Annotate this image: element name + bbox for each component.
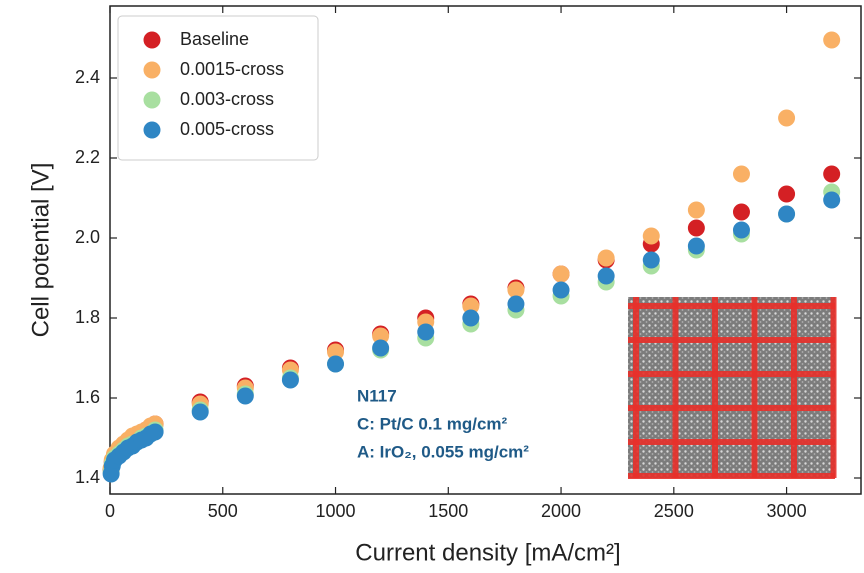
inset-grid (751, 297, 758, 478)
y-axis-title: Cell potential [V] (27, 163, 54, 338)
scatter-point (191, 403, 209, 421)
inset-image (628, 297, 837, 479)
scatter-point (507, 281, 525, 299)
x-tick-label: 500 (208, 501, 238, 521)
scatter-point (687, 219, 705, 237)
scatter-point (327, 355, 345, 373)
scatter-point (236, 387, 254, 405)
scatter-point (687, 237, 705, 255)
inset-background (628, 297, 835, 478)
scatter-point (732, 203, 750, 221)
scatter-point (146, 423, 164, 441)
scatter-point (687, 201, 705, 219)
x-tick-label: 2500 (654, 501, 694, 521)
scatter-point (417, 323, 435, 341)
legend-box (117, 15, 319, 161)
scatter-point (778, 205, 796, 223)
y-tick-label: 2.0 (75, 227, 100, 247)
scatter-point (823, 191, 841, 209)
scatter-point (823, 31, 841, 49)
inset-grid (830, 297, 837, 478)
annotation: N117 (357, 386, 397, 405)
inset-grid (628, 371, 835, 377)
x-tick-label: 1500 (428, 501, 468, 521)
legend-marker (143, 61, 161, 79)
inset-grid (791, 297, 797, 478)
scatter-point (552, 265, 570, 283)
inset-grid (628, 405, 835, 411)
y-tick-label: 2.4 (75, 67, 100, 87)
scatter-point (462, 309, 480, 327)
legend-label: Baseline (180, 29, 249, 49)
annotation: C: Pt/C 0.1 mg/cm² (357, 414, 508, 433)
y-tick-label: 1.8 (75, 307, 100, 327)
scatter-point (372, 339, 390, 357)
legend-label: 0.0015-cross (180, 59, 284, 79)
scatter-point (281, 371, 299, 389)
x-tick-label: 2000 (541, 501, 581, 521)
legend-marker (143, 121, 161, 139)
scatter-point (552, 281, 570, 299)
annotation: A: IrO₂, 0.055 mg/cm² (357, 442, 529, 461)
scatter-point (462, 297, 480, 315)
scatter-point (778, 109, 796, 127)
inset-grid (712, 297, 718, 478)
scatter-point (327, 343, 345, 361)
legend-label: 0.003-cross (180, 89, 274, 109)
legend-marker (143, 91, 161, 109)
x-tick-label: 1000 (316, 501, 356, 521)
scatter-point (778, 185, 796, 203)
scatter-point (597, 267, 615, 285)
scatter-point (372, 327, 390, 345)
inset-grid (628, 473, 835, 479)
y-tick-label: 1.4 (75, 467, 100, 487)
scatter-point (597, 249, 615, 267)
y-tick-label: 2.2 (75, 147, 100, 167)
legend-label: 0.005-cross (180, 119, 274, 139)
x-tick-label: 3000 (767, 501, 807, 521)
scatter-point (823, 165, 841, 183)
x-axis-title: Current density [mA/cm²] (355, 539, 620, 566)
scatter-point (642, 251, 660, 269)
x-tick-label: 0 (105, 501, 115, 521)
plot-frame (109, 5, 862, 495)
inset-grid (628, 303, 835, 309)
inset-grid (633, 297, 639, 478)
legend-marker (143, 31, 161, 49)
scatter-point (642, 227, 660, 245)
scatter-point (732, 165, 750, 183)
inset-grid (628, 439, 835, 445)
scatter-point (507, 295, 525, 313)
y-tick-label: 1.6 (75, 387, 100, 407)
scatter-point (732, 221, 750, 239)
inset-grid (628, 337, 835, 343)
inset-grid (672, 297, 679, 478)
